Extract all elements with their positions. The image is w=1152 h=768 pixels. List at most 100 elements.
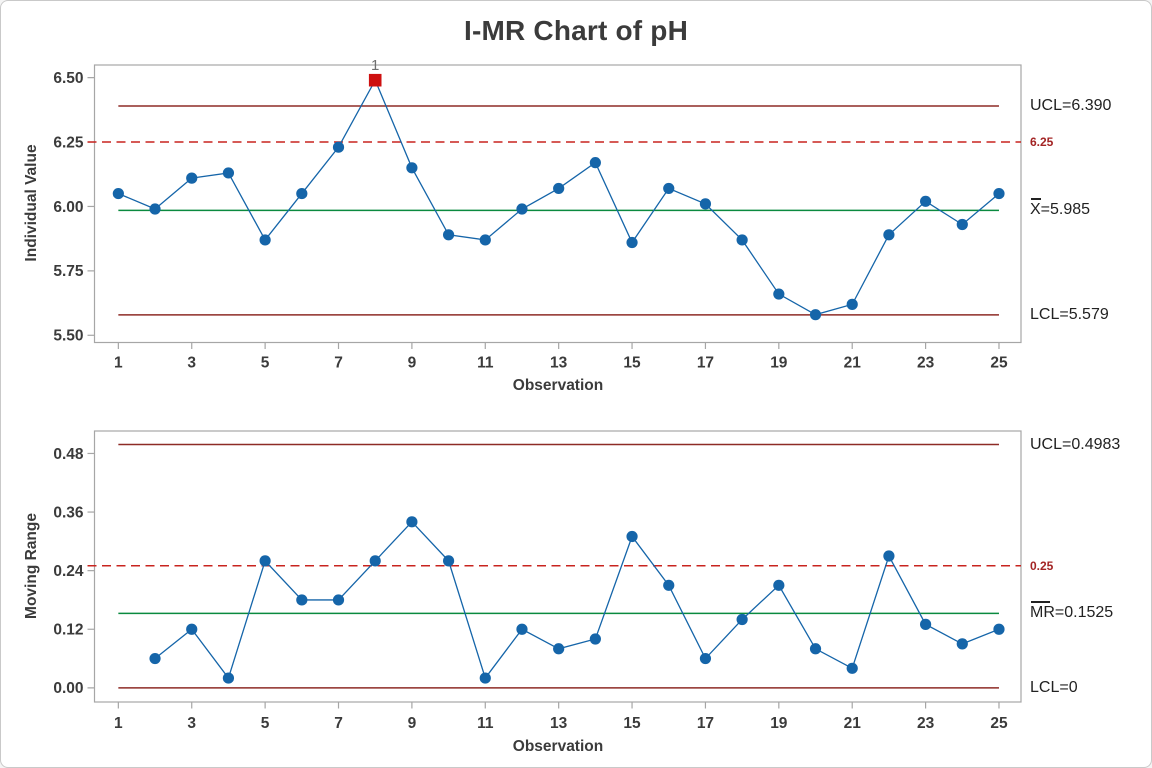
individuals-ucl-label: UCL=6.390 — [1030, 96, 1112, 114]
individuals-lcl-label: LCL=5.579 — [1030, 305, 1109, 323]
y-tick-label: 0.24 — [53, 563, 84, 580]
y-tick-label: 6.00 — [53, 199, 83, 216]
data-point — [442, 555, 455, 567]
x-tick-label: 23 — [917, 715, 935, 732]
data-point — [296, 594, 308, 606]
data-point — [626, 236, 638, 249]
data-point — [773, 288, 785, 300]
moving-range-center-label: MR=0.1525 — [1030, 601, 1113, 622]
x-tick-label: 1 — [114, 355, 123, 372]
data-point — [222, 167, 235, 179]
data-point — [809, 309, 822, 321]
data-point — [883, 550, 895, 562]
chart-title: I-MR Chart of pH — [463, 15, 689, 46]
y-tick-label: 6.50 — [53, 70, 83, 87]
x-tick-label: 5 — [261, 355, 270, 372]
data-point — [663, 182, 675, 195]
x-tick-label: 19 — [770, 715, 788, 732]
x-tick-label: 21 — [844, 715, 862, 732]
y-axis-ticks: 0.48 0.36 0.24 0.12 0.00 — [53, 446, 95, 697]
data-points — [112, 141, 1005, 321]
data-point — [222, 672, 235, 684]
data-point — [663, 579, 675, 591]
x-tick-label: 21 — [844, 355, 862, 372]
data-point — [919, 195, 932, 207]
x-tick-label: 15 — [623, 355, 641, 372]
x-tick-label: 9 — [408, 715, 417, 732]
data-point — [809, 643, 822, 655]
data-point — [406, 516, 418, 528]
data-point — [736, 613, 748, 626]
data-points — [149, 516, 1005, 684]
x-axis-ticks: 1 3 5 7 9 11 13 15 17 19 21 23 25 — [114, 342, 1008, 372]
data-point — [626, 530, 638, 543]
data-point — [442, 229, 455, 241]
data-point — [516, 623, 528, 635]
data-point — [296, 187, 308, 200]
x-tick-label: 13 — [550, 355, 568, 372]
series-line — [118, 78, 1000, 316]
data-point — [259, 555, 271, 567]
data-point — [332, 594, 345, 606]
x-tick-label: 7 — [334, 715, 343, 732]
x-tick-label: 11 — [477, 355, 494, 372]
individuals-reference-label: 6.25 — [1030, 135, 1054, 150]
series-line — [154, 520, 1000, 680]
x-tick-label: 1 — [114, 715, 123, 732]
data-point — [112, 187, 124, 200]
y-axis-ticks: 6.50 6.25 6.00 5.75 5.50 — [53, 70, 95, 345]
data-point — [699, 652, 712, 665]
y-axis-title-individual-value: Individual Value — [23, 144, 40, 262]
ooc-test-label: 1 — [371, 57, 379, 74]
plot-border — [93, 64, 1022, 344]
data-point — [846, 298, 858, 310]
data-point — [259, 234, 271, 246]
x-tick-label: 9 — [408, 355, 417, 372]
data-point — [332, 141, 345, 153]
data-point — [773, 579, 785, 591]
y-tick-label: 0.36 — [53, 504, 84, 521]
x-tick-label: 19 — [770, 355, 788, 372]
data-point — [589, 633, 601, 645]
moving-range-reference-label: 0.25 — [1030, 558, 1054, 573]
data-point — [186, 172, 198, 184]
data-point — [516, 203, 528, 215]
y-tick-label: 5.75 — [53, 263, 84, 280]
y-tick-label: 6.25 — [53, 134, 84, 151]
x-tick-label: 7 — [334, 355, 343, 372]
x-tick-label: 25 — [990, 715, 1008, 732]
data-point — [553, 182, 565, 195]
data-point — [406, 162, 418, 174]
y-tick-label: 5.50 — [53, 328, 83, 345]
data-point — [553, 643, 565, 655]
y-tick-label: 0.00 — [53, 680, 83, 697]
data-point — [956, 638, 968, 650]
y-tick-label: 0.48 — [53, 446, 84, 463]
data-point — [186, 623, 198, 635]
data-point — [149, 203, 161, 215]
moving-range-lcl-label: LCL=0 — [1030, 678, 1078, 696]
data-point — [883, 229, 895, 241]
data-point — [479, 672, 491, 684]
moving-range-ucl-label: UCL=0.4983 — [1030, 435, 1121, 453]
data-point — [993, 623, 1005, 635]
data-point — [956, 218, 968, 231]
x-tick-label: 17 — [697, 715, 714, 732]
x-axis-title-observation-top: Observation — [512, 377, 604, 394]
data-point — [919, 618, 932, 630]
x-tick-label: 3 — [187, 715, 196, 732]
x-tick-label: 23 — [917, 355, 935, 372]
individuals-center-label: X=5.985 — [1030, 198, 1090, 219]
individuals-chart: 6.506.256.005.755.501 3 5 7 9 11 13 15 17 19 21 23 2… — [53, 57, 1022, 372]
x-tick-label: 3 — [187, 355, 196, 372]
x-axis-title-observation-bottom: Observation — [512, 738, 604, 755]
data-point — [846, 662, 858, 674]
moving-range-chart: 0.480.360.240.120.001 3 5 7 9 11 13 15 17 19 21 23 2… — [53, 430, 1022, 732]
data-point — [479, 234, 491, 246]
data-point — [736, 234, 748, 246]
data-point — [699, 198, 712, 210]
x-tick-label: 5 — [261, 715, 270, 732]
x-tick-label: 13 — [550, 715, 568, 732]
x-tick-label: 25 — [990, 355, 1008, 372]
